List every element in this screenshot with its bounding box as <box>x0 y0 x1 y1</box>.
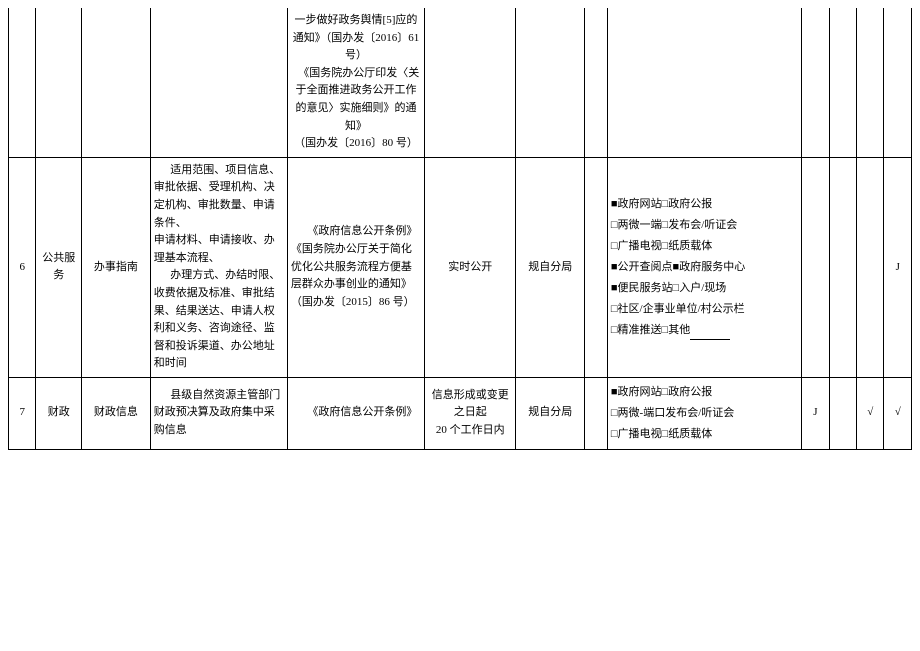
policy-table: 一步做好政务舆情[5]应的通知》（国办发〔2016〕61 号） 《国务院办公厅印… <box>8 8 912 450</box>
check-cell: √ <box>884 377 912 449</box>
subject-cell: 规自分局 <box>516 377 585 449</box>
table-row: 7 财政 财政信息 县级自然资源主管部门财政预决算及政府集中采购信息 《政府信息… <box>9 377 912 449</box>
category-2: 办事指南 <box>82 157 151 377</box>
check-cell: J <box>884 157 912 377</box>
check-cell: √ <box>857 377 884 449</box>
check-cell: J <box>802 377 829 449</box>
basis-cell: 一步做好政务舆情[5]应的通知》（国办发〔2016〕61 号） 《国务院办公厅印… <box>287 8 424 157</box>
row-index: 6 <box>9 157 36 377</box>
content-cell: 县级自然资源主管部门财政预决算及政府集中采购信息 <box>150 377 287 449</box>
channel-cell: ■政府网站□政府公报 □两微一端□发布会/听证会 □广播电视□纸质载体 ■公开查… <box>607 157 801 377</box>
time-cell: 实时公开 <box>425 157 516 377</box>
basis-cell: 《政府信息公开条例》 <box>287 377 424 449</box>
basis-cell: 《政府信息公开条例》《国务院办公厅关于简化优化公共服务流程方便基层群众办事创业的… <box>287 157 424 377</box>
check-cell <box>829 377 856 449</box>
category-2: 财政信息 <box>82 377 151 449</box>
content-cell: 适用范围、项目信息、审批依据、受理机构、决定机构、审批数量、申请条件、 申请材料… <box>150 157 287 377</box>
table-row: 一步做好政务舆情[5]应的通知》（国办发〔2016〕61 号） 《国务院办公厅印… <box>9 8 912 157</box>
table-row: 6 公共服务 办事指南 适用范围、项目信息、审批依据、受理机构、决定机构、审批数… <box>9 157 912 377</box>
category-1: 财政 <box>36 377 82 449</box>
category-1: 公共服务 <box>36 157 82 377</box>
time-cell: 信息形成或变更之日起 20 个工作日内 <box>425 377 516 449</box>
channel-cell: ■政府网站□政府公报 □两微-端口发布会/听证会 □广播电视□纸质载体 <box>607 377 801 449</box>
row-index: 7 <box>9 377 36 449</box>
subject-cell: 规自分局 <box>516 157 585 377</box>
